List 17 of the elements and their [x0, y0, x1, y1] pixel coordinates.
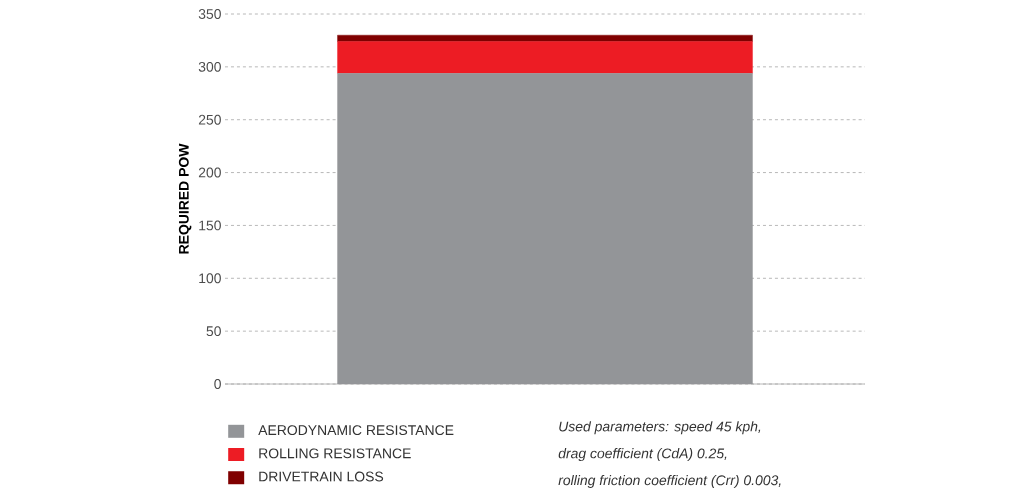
y-tick-label: 100	[199, 273, 221, 284]
y-tick-label: 200	[198, 167, 221, 178]
text: rolling friction coefficient (Crr) 0.003,	[558, 474, 781, 488]
y-tick-label: 300	[198, 61, 221, 72]
y-tick-label: 0	[214, 379, 221, 389]
bar	[337, 41, 753, 74]
y-tick-label: 350	[198, 9, 221, 19]
bar	[337, 34, 753, 42]
legend-label: DRIVETRAIN LOSS	[259, 471, 384, 482]
legend-label: ROLLING RESISTANCE	[259, 448, 411, 459]
y-tick-label: 150	[199, 220, 221, 231]
y-tick-label: 50	[206, 326, 221, 337]
y-axis-title: REQUIRED POW	[178, 143, 192, 254]
y-tick-label: 250	[198, 114, 221, 125]
legend-label: AERODYNAMIC RESISTANCE	[258, 425, 454, 436]
text: drag coefficient (CdA) 0.25,	[558, 448, 727, 462]
text: Used parameters: speed 45 kph,	[559, 421, 761, 435]
